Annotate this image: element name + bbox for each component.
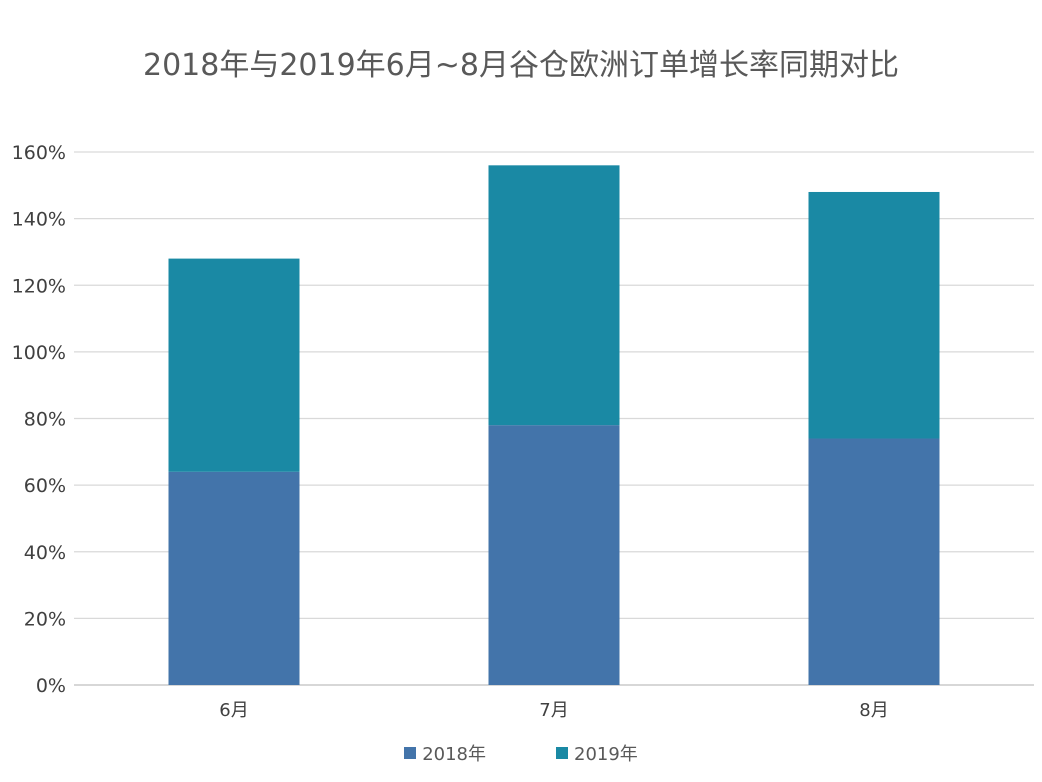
x-tick-label: 7月	[539, 700, 568, 721]
legend-item-2018: 2018年	[404, 740, 486, 766]
x-tick-label: 6月	[219, 700, 248, 721]
bar-2018年-6月	[168, 471, 300, 685]
y-tick-label: 40%	[24, 542, 66, 564]
y-tick-label: 0%	[36, 675, 66, 697]
y-tick-label: 140%	[12, 209, 66, 231]
legend-swatch-2019	[556, 747, 568, 759]
chart-title: 2018年与2019年6月~8月谷仓欧洲订单增长率同期对比	[142, 48, 899, 83]
y-tick-label: 160%	[12, 142, 66, 164]
bar-2018年-7月	[488, 425, 620, 685]
bars	[168, 165, 940, 685]
y-tick-label: 100%	[12, 342, 66, 364]
bar-2018年-8月	[808, 438, 940, 685]
y-axis-ticks: 0% 20% 40% 60% 80% 100% 120% 140% 160%	[12, 142, 66, 697]
legend-label-2019: 2019年	[574, 744, 638, 765]
legend-item-2019: 2019年	[556, 740, 638, 766]
legend: 2018年 2019年	[0, 740, 1042, 766]
y-tick-label: 120%	[12, 275, 66, 297]
legend-swatch-2018	[404, 747, 417, 759]
x-axis-ticks: 6月 7月 8月	[219, 700, 888, 721]
bar-2019年-6月	[168, 258, 300, 472]
bar-2019年-7月	[488, 165, 620, 426]
x-tick-label: 8月	[859, 700, 888, 721]
legend-label-2018: 2018年	[422, 744, 486, 765]
y-tick-label: 60%	[24, 475, 66, 497]
bar-2019年-8月	[808, 191, 940, 439]
y-tick-label: 20%	[24, 608, 66, 630]
y-tick-label: 80%	[24, 409, 66, 431]
